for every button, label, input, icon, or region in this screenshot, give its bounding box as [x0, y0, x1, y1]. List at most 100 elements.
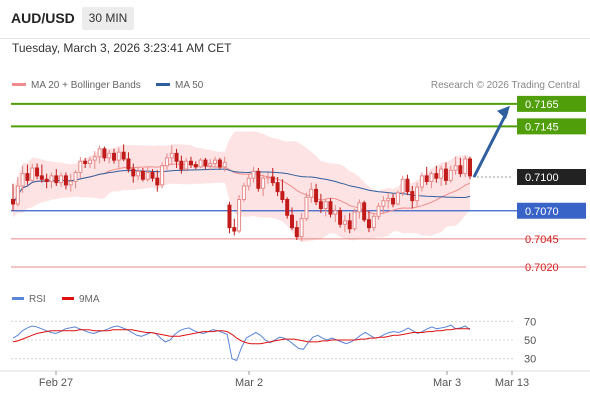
candle-body — [73, 172, 78, 182]
price-labels-layer: 0.7165 0.7145 0.7100 0.7070 0.7045 0.7020 — [517, 95, 586, 274]
candle — [251, 166, 256, 183]
candle-body — [410, 191, 415, 202]
candle-body — [15, 185, 20, 205]
candle — [73, 170, 78, 189]
candle-body — [304, 196, 309, 220]
moving-averages-layer — [12, 163, 471, 215]
timeframe-badge[interactable]: 30 MIN — [82, 7, 134, 30]
legend-ma20: MA 20 + Bollinger Bands — [12, 80, 141, 91]
candle — [246, 173, 251, 191]
candle-body — [59, 175, 64, 184]
candle-body — [443, 168, 448, 181]
candle — [342, 215, 347, 233]
candle-body — [126, 158, 131, 170]
candle-body — [463, 158, 468, 175]
candle-body — [400, 178, 405, 194]
candle — [44, 173, 49, 189]
candle — [35, 163, 40, 180]
legend-ma20-label: MA 20 + Bollinger Bands — [31, 80, 141, 91]
candle — [448, 165, 453, 183]
candle-body — [145, 172, 150, 180]
candle — [107, 150, 112, 164]
candle-body — [381, 200, 386, 207]
candle-body — [265, 176, 270, 179]
candle — [376, 202, 381, 220]
ma50-swatch — [156, 82, 170, 86]
candle — [112, 148, 117, 164]
candle-body — [342, 220, 347, 225]
candle — [78, 156, 83, 179]
candle — [39, 164, 44, 183]
candle — [443, 162, 448, 185]
candle — [54, 169, 59, 186]
candle — [381, 196, 386, 213]
candle — [434, 165, 439, 183]
candle-body — [20, 173, 25, 187]
candle-body — [63, 175, 68, 186]
candle-body — [116, 151, 121, 161]
candle-body — [222, 161, 227, 168]
candle — [400, 175, 405, 197]
candle — [323, 199, 328, 217]
candle — [102, 146, 107, 162]
candle — [285, 197, 290, 219]
x-tick-label: Feb 27 — [39, 377, 73, 389]
legend-rsi: RSI — [12, 294, 46, 305]
legend-ma50-label: MA 50 — [175, 80, 204, 91]
candle — [169, 145, 174, 165]
candle-body — [44, 178, 49, 182]
candle-body — [160, 165, 165, 186]
candle — [126, 152, 131, 173]
candle — [415, 182, 420, 207]
rsi-ma9-line — [12, 328, 470, 345]
pivot-level-tag — [517, 202, 586, 219]
candle-body — [121, 151, 126, 160]
candle-body — [294, 227, 299, 238]
candle — [25, 164, 30, 185]
candle-body — [434, 173, 439, 179]
candle-body — [92, 156, 97, 161]
rsi-line — [12, 324, 471, 362]
candle — [213, 156, 218, 167]
candle — [97, 145, 102, 164]
candle — [395, 190, 400, 206]
candle — [136, 166, 141, 181]
candle — [59, 172, 64, 188]
resistance-level-label: 0.7165 — [525, 99, 559, 111]
candle-body — [352, 211, 357, 230]
candle-body — [217, 159, 222, 168]
candle — [145, 166, 150, 182]
candle — [164, 153, 169, 171]
candle-body — [169, 152, 174, 159]
candle — [30, 163, 35, 182]
candle-body — [251, 170, 256, 179]
resistance-level-tag — [517, 118, 586, 135]
candle — [184, 157, 189, 172]
candle — [261, 174, 266, 197]
candle-body — [448, 169, 453, 181]
candle — [318, 193, 323, 213]
candle-body — [328, 201, 333, 215]
candle — [217, 157, 222, 170]
candle-body — [87, 159, 92, 164]
candle-body — [237, 199, 242, 232]
candle — [193, 161, 198, 170]
candle — [391, 193, 396, 208]
candle-body — [275, 182, 280, 193]
candle-body — [203, 159, 208, 167]
candle-body — [131, 168, 136, 177]
candle-body — [136, 170, 141, 177]
candle — [424, 166, 429, 185]
timestamp-label: Tuesday, March 3, 2026 3:23:41 AM CET — [12, 41, 232, 55]
candle-body — [285, 199, 290, 216]
candle-body — [150, 172, 155, 179]
candle — [419, 172, 424, 192]
x-tick-label: Mar 13 — [495, 377, 529, 389]
candle-body — [318, 201, 323, 209]
candle — [371, 213, 376, 231]
candle-body — [140, 170, 145, 180]
candle-body — [184, 160, 189, 170]
candle-body — [78, 160, 83, 173]
candle — [208, 159, 213, 171]
